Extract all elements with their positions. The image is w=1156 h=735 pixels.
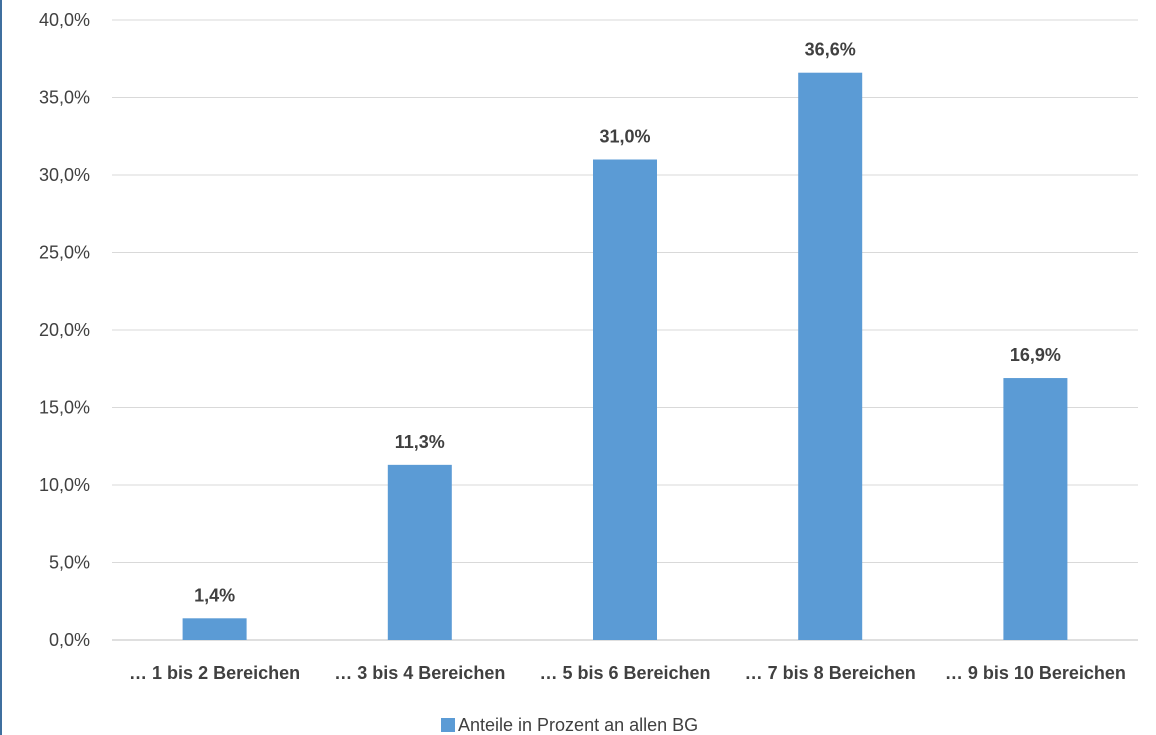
y-tick-label: 25,0% [39,243,90,263]
x-category-label: … 3 bis 4 Bereichen [334,663,505,683]
y-tick-label: 30,0% [39,165,90,185]
bar [182,618,247,640]
data-labels: 1,4% 11,3% 31,0% 36,6% 16,9% [194,40,1061,606]
data-label: 1,4% [194,585,235,605]
bar [387,464,452,640]
legend-swatch [441,718,455,732]
x-category-label: … 5 bis 6 Bereichen [539,663,710,683]
bar [593,159,657,640]
legend-label: Anteile in Prozent an allen BG [458,715,698,735]
x-category-label: … 7 bis 8 Bereichen [745,663,916,683]
bars [182,72,1068,640]
x-category-label: … 9 bis 10 Bereichen [945,663,1126,683]
y-tick-label: 35,0% [39,88,90,108]
bar [798,72,863,640]
data-label: 16,9% [1010,345,1061,365]
data-label: 31,0% [599,127,650,147]
y-tick-label: 10,0% [39,475,90,495]
y-tick-label: 40,0% [39,10,90,30]
y-tick-label: 15,0% [39,398,90,418]
x-category-label: … 1 bis 2 Bereichen [129,663,300,683]
data-label: 36,6% [805,40,856,60]
bar [1003,378,1068,640]
y-axis-tick-labels: 0,0% 5,0% 10,0% 15,0% 20,0% 25,0% 30,0% 35,0% 40… [39,10,90,650]
legend: Anteile in Prozent an allen BG [441,715,698,735]
y-tick-label: 0,0% [49,630,90,650]
y-tick-label: 20,0% [39,320,90,340]
y-tick-label: 5,0% [49,553,90,573]
data-label: 11,3% [395,432,445,452]
x-axis-category-labels: … 1 bis 2 Bereichen … 3 bis 4 Bereichen … … [129,663,1126,683]
